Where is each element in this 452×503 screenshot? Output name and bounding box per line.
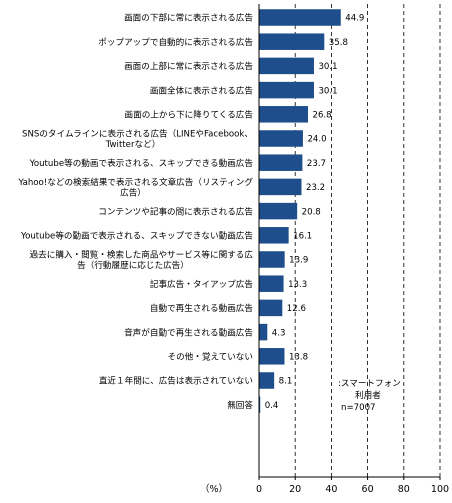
category-label: Yahoo!などの検索結果で表示される文章広告（リスティング <box>18 176 254 188</box>
category-label: 音声が自動で再生される動画広告 <box>124 326 253 338</box>
bar <box>259 178 302 196</box>
sample-note-line: 利用者 <box>355 389 381 401</box>
bar <box>259 396 261 413</box>
sample-note-line: :スマートフォン <box>338 379 401 389</box>
x-tick-label: 0 <box>256 484 262 495</box>
category-label: 画面の下部に常に表示される広告 <box>124 12 253 24</box>
category-label: 直近１年間に、広告は表示されていない <box>99 375 253 387</box>
data-label: 8.1 <box>279 377 293 387</box>
data-label: 35.8 <box>329 38 348 48</box>
x-tick-label: 80 <box>398 484 410 495</box>
bar <box>259 251 285 268</box>
data-label: 24.0 <box>307 135 326 145</box>
x-tick-label: 60 <box>362 484 374 495</box>
data-label: 13.9 <box>289 256 308 266</box>
bar <box>259 9 341 26</box>
category-label: 画面の上部に常に表示される広告 <box>124 60 253 72</box>
bar-layer <box>259 9 341 413</box>
data-label: 13.3 <box>288 280 307 290</box>
category-label: 広告） <box>120 186 146 198</box>
data-label: 0.4 <box>265 401 279 411</box>
data-label: 26.8 <box>313 111 332 121</box>
category-label: Twitterなど） <box>105 139 161 150</box>
x-tick-label: 100 <box>431 484 449 495</box>
sample-note-line: n=7007 <box>341 403 376 413</box>
category-label: 告（行動履歴に応じた広告） <box>77 259 189 271</box>
data-label: 30.1 <box>318 62 337 72</box>
bar <box>259 323 268 341</box>
data-label: 13.8 <box>289 353 308 363</box>
bar <box>259 106 309 123</box>
axis-layer: 0 20 40 60 80 100 （%） <box>200 4 449 495</box>
label-layer: 44.9 画面の下部に常に表示される広告 35.8 ポップアップで自動的に表示される広… <box>18 12 365 411</box>
data-label: 23.2 <box>306 183 325 193</box>
bar <box>259 299 283 317</box>
bar <box>259 33 325 50</box>
category-label: 自動で再生される動画広告 <box>150 302 254 314</box>
category-label: Youtube等の動画で表示される、スキップできない動画広告 <box>20 230 253 242</box>
data-label: 44.9 <box>345 14 364 24</box>
bar <box>259 275 284 292</box>
data-label: 12.6 <box>287 304 306 314</box>
bar <box>259 57 314 75</box>
data-label: 23.7 <box>307 159 326 169</box>
bar <box>259 81 314 99</box>
x-tick-label: 40 <box>325 484 337 495</box>
category-label: コンテンツや記事の間に表示される広告 <box>98 205 253 217</box>
category-label: 画面の上から下に降りてくる広告 <box>125 109 254 121</box>
category-label: SNSのタイムラインに表示される広告（LINEやFacebook、 <box>22 127 253 139</box>
bar <box>259 372 275 389</box>
category-label: 画面全体に表示される広告 <box>150 84 254 96</box>
category-label: 記事広告・タイアップ広告 <box>150 278 254 290</box>
data-label: 4.3 <box>272 328 286 338</box>
data-label: 16.1 <box>293 232 312 242</box>
bar <box>259 130 303 147</box>
bar <box>259 348 285 365</box>
bar <box>259 154 303 171</box>
bar <box>259 202 298 220</box>
category-label: 無回答 <box>227 399 253 411</box>
x-axis-unit-label: （%） <box>200 483 228 495</box>
category-label: その他・覚えていない <box>167 351 253 363</box>
data-label: 30.1 <box>318 86 337 96</box>
data-label: 20.8 <box>302 207 321 217</box>
category-label: 過去に購入・閲覧・検索した商品やサービス等に関する広 <box>30 248 254 260</box>
x-tick-label: 20 <box>289 484 301 495</box>
category-label: ポップアップで自動的に表示される広告 <box>98 36 253 48</box>
category-label: Youtube等の動画で表示される、スキップできる動画広告 <box>29 157 254 169</box>
bar <box>259 227 289 244</box>
